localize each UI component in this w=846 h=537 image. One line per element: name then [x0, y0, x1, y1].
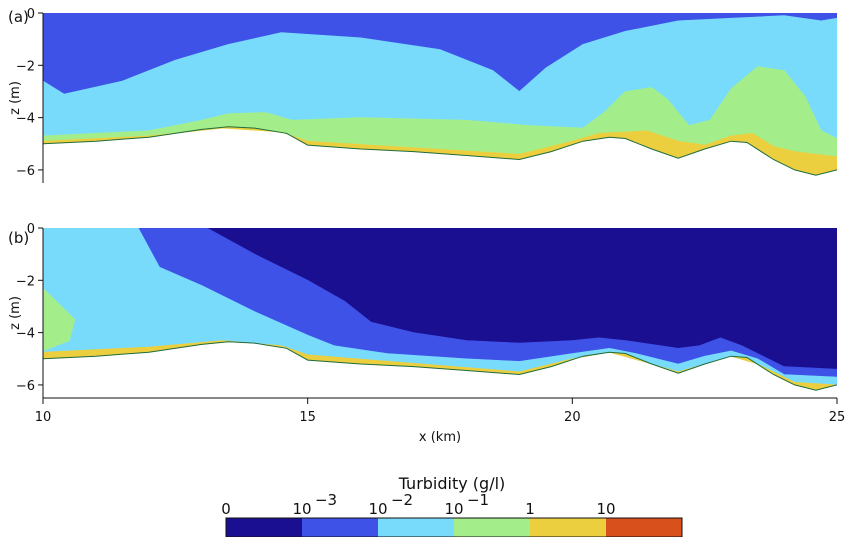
y-tick-label: −2 [16, 59, 35, 74]
y-tick-label: 0 [27, 222, 35, 237]
colorbar-swatch-2 [378, 518, 455, 537]
colorbar-label-1e-3-exp: −3 [315, 491, 337, 509]
panel-b: (b) 0 −2 −4 −6 z (m) 10 15 20 25 x (km) [8, 222, 845, 445]
colorbar-label-10: 10 [596, 500, 615, 518]
colorbar-label-1e-2-exp: −2 [391, 491, 413, 509]
panel-b-bands [43, 228, 837, 391]
colorbar-label-1e-2: 10 −2 [368, 491, 413, 518]
panel-b-label: (b) [8, 229, 29, 247]
colorbar-label-1e-1-exp: −1 [467, 491, 489, 509]
y-tick-label: −6 [16, 164, 35, 179]
y-tick-label: −4 [16, 112, 35, 127]
panel-a: (a) 0 −2 −4 −6 z (m) [8, 7, 837, 183]
panel-a-label: (a) [8, 8, 29, 26]
panel-a-bed-line [43, 126, 837, 176]
panel-a-y-ticks: 0 −2 −4 −6 [16, 7, 44, 183]
colorbar-swatch-3 [454, 518, 531, 537]
y-tick-label: −2 [16, 274, 35, 289]
colorbar-swatch-4 [530, 518, 607, 537]
colorbar-label-1e-1-base: 10 [444, 500, 463, 518]
colorbar: Turbidity (g/l) 0 10 −3 10 −2 10 −1 1 10 [221, 474, 683, 537]
colorbar-labels: 0 10 −3 10 −2 10 −1 1 10 [221, 491, 615, 518]
colorbar-title: Turbidity (g/l) [398, 474, 506, 493]
colorbar-swatch-1 [302, 518, 379, 537]
x-tick-label: 25 [829, 410, 846, 425]
panel-a-ylabel: z (m) [8, 81, 23, 115]
panel-b-x-ticks: 10 15 20 25 [35, 398, 846, 425]
panel-b-band-3 [43, 287, 76, 352]
colorbar-label-1e-3: 10 −3 [292, 491, 337, 518]
panel-b-bed-line [43, 341, 837, 391]
x-tick-label: 15 [299, 410, 316, 425]
y-tick-label: 0 [27, 7, 35, 22]
panel-b-ylabel: z (m) [8, 296, 23, 330]
colorbar-label-1e-2-base: 10 [368, 500, 387, 518]
panel-b-xlabel: x (km) [419, 430, 461, 445]
y-tick-label: −6 [16, 379, 35, 394]
y-tick-label: −4 [16, 327, 35, 342]
x-tick-label: 20 [564, 410, 581, 425]
colorbar-frame [225, 517, 683, 537]
colorbar-swatches [226, 518, 683, 537]
colorbar-label-1e-1: 10 −1 [444, 491, 489, 518]
panel-a-bands [43, 13, 837, 176]
colorbar-swatch-0 [226, 518, 303, 537]
x-tick-label: 10 [35, 410, 52, 425]
colorbar-label-0: 0 [221, 500, 231, 518]
panel-b-y-ticks: 0 −2 −4 −6 [16, 222, 44, 398]
colorbar-label-1e-3-base: 10 [292, 500, 311, 518]
colorbar-label-1: 1 [525, 500, 535, 518]
colorbar-swatch-5 [606, 518, 683, 537]
